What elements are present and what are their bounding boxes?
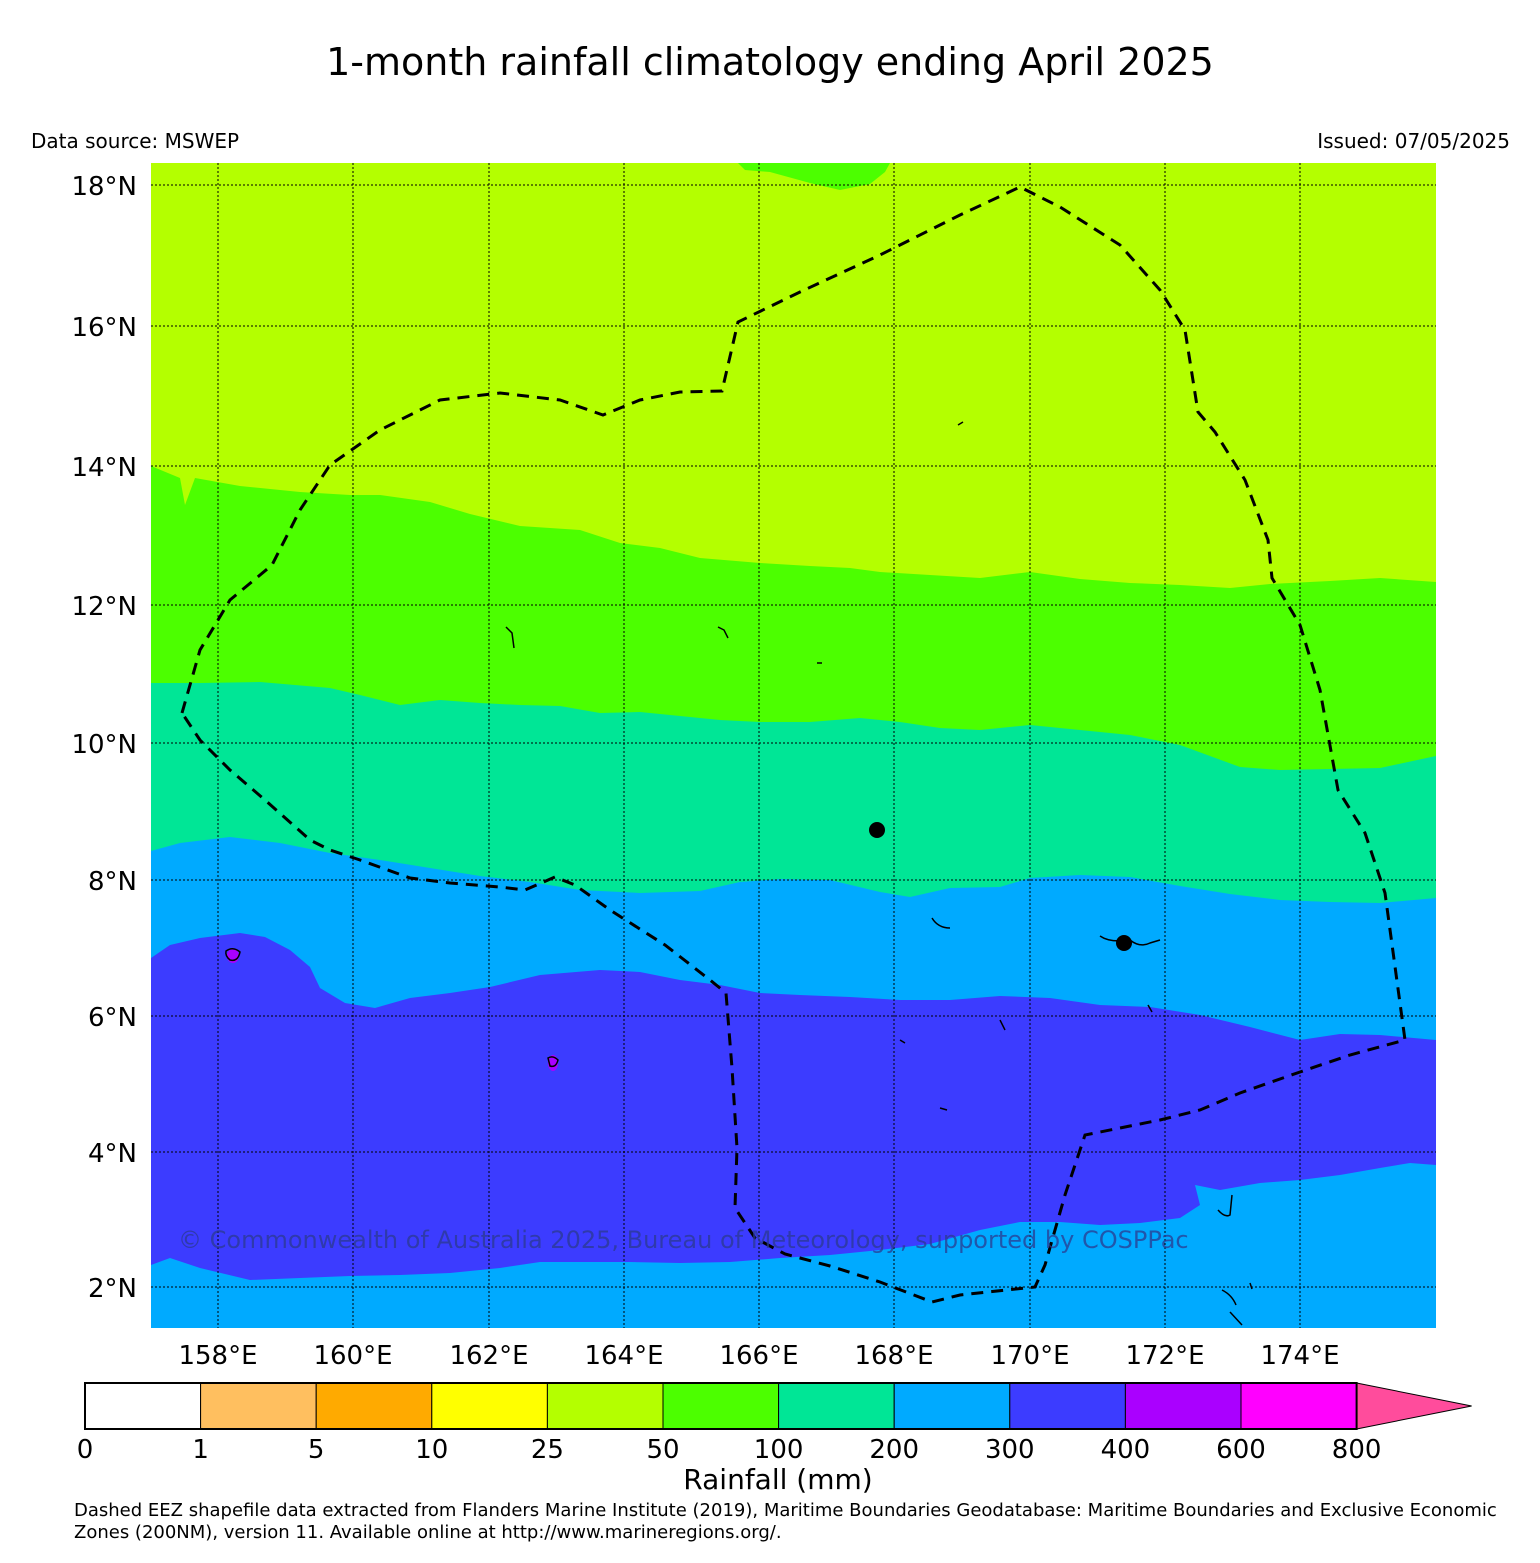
eez-source-footnote: Dashed EEZ shapefile data extracted from… xyxy=(74,1500,1497,1543)
latitude-tick-label: 2°N xyxy=(88,1274,137,1304)
colorbar-swatch xyxy=(662,1382,780,1430)
rainfall-spot-400-600 xyxy=(548,1055,558,1071)
latitude-tick-label: 10°N xyxy=(71,730,137,760)
colorbar-swatch xyxy=(1124,1382,1242,1430)
rainfall-band-50-100-north xyxy=(738,163,890,190)
colorbar-swatch xyxy=(1240,1382,1358,1430)
colorbar-tick-label: 10 xyxy=(415,1435,449,1465)
longitude-tick-label: 160°E xyxy=(313,1341,392,1371)
chart-title: 1-month rainfall climatology ending Apri… xyxy=(326,40,1214,84)
colorbar-tick-label: 200 xyxy=(869,1435,920,1465)
latitude-tick-label: 14°N xyxy=(71,453,137,483)
latitude-tick-label: 4°N xyxy=(88,1139,137,1169)
colorbar-tick-label: 50 xyxy=(646,1435,680,1465)
colorbar-tick-label: 25 xyxy=(530,1435,564,1465)
longitude-tick-label: 164°E xyxy=(584,1341,663,1371)
colorbar xyxy=(84,1382,1472,1430)
colorbar-swatch xyxy=(546,1382,664,1430)
colorbar-swatch xyxy=(778,1382,895,1430)
longitude-tick-labels: 158°E 160°E 162°E 164°E 166°E 168°E 170°E 172°E… xyxy=(178,1341,1339,1371)
colorbar-swatch xyxy=(893,1382,1011,1430)
rainfall-bands xyxy=(151,163,1436,1328)
issued-date-label: Issued: 07/05/2025 xyxy=(1317,129,1510,153)
location-marker xyxy=(1116,935,1132,951)
colorbar-tick-label: 100 xyxy=(753,1435,804,1465)
colorbar-outline xyxy=(84,1382,1358,1430)
latitude-tick-label: 8°N xyxy=(88,867,137,897)
longitude-tick-label: 172°E xyxy=(1125,1341,1204,1371)
colorbar-swatch xyxy=(431,1382,548,1430)
location-marker xyxy=(869,822,885,838)
latitude-tick-label: 12°N xyxy=(71,592,137,622)
colorbar-tick-label: 5 xyxy=(307,1435,325,1465)
colorbar-tick-label: 0 xyxy=(76,1435,94,1465)
latitude-tick-labels: 18°N 16°N 14°N 12°N 10°N 8°N 6°N 4°N 2°N xyxy=(71,172,137,1304)
longitude-tick-label: 168°E xyxy=(854,1341,933,1371)
colorbar-swatch xyxy=(315,1382,433,1430)
rainfall-band-200-300-southeast xyxy=(1380,1298,1436,1328)
colorbar-tick-label: 1 xyxy=(192,1435,209,1465)
latitude-tick-label: 16°N xyxy=(71,313,137,343)
colorbar-swatch xyxy=(200,1382,317,1430)
longitude-tick-label: 158°E xyxy=(178,1341,257,1371)
colorbar-swatch xyxy=(1009,1382,1126,1430)
colorbar-title: Rainfall (mm) xyxy=(683,1463,873,1496)
longitude-tick-label: 162°E xyxy=(449,1341,528,1371)
longitude-tick-label: 174°E xyxy=(1260,1341,1339,1371)
eez-boundary-dashed xyxy=(180,185,1407,1304)
colorbar-tick-label: 400 xyxy=(1100,1435,1151,1465)
latitude-tick-label: 18°N xyxy=(71,172,137,202)
data-source-label: Data source: MSWEP xyxy=(31,129,240,153)
island-coastlines xyxy=(225,421,1253,1326)
colorbar-swatch xyxy=(84,1382,202,1430)
longitude-tick-label: 170°E xyxy=(990,1341,1069,1371)
colorbar-tick-label: 300 xyxy=(984,1435,1035,1465)
longitude-tick-label: 166°E xyxy=(719,1341,798,1371)
latitude-tick-label: 6°N xyxy=(88,1003,137,1033)
rainfall-band-300-400 xyxy=(151,933,1436,1280)
colorbar-tick-label: 800 xyxy=(1331,1435,1382,1465)
copyright-watermark: © Commonwealth of Australia 2025, Bureau… xyxy=(178,1226,1189,1254)
colorbar-extend-arrow xyxy=(1356,1382,1472,1430)
colorbar-tick-label: 600 xyxy=(1216,1435,1266,1465)
